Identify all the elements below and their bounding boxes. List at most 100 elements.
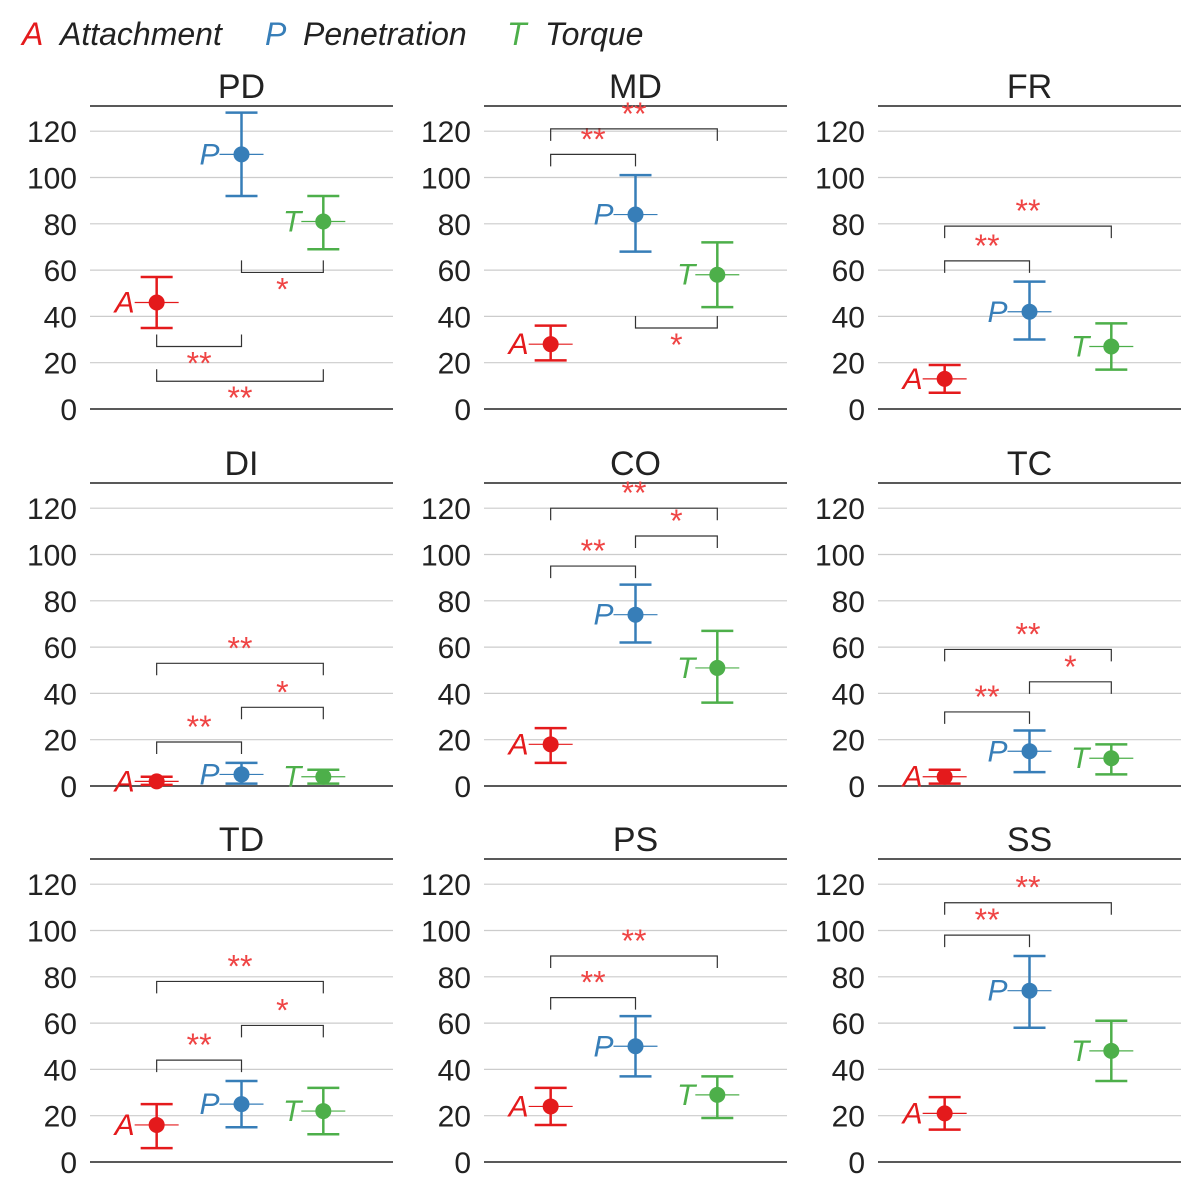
panel-ps: 0 20 40 60 80 100 120 PS ** ** A P T	[421, 821, 787, 1180]
panel-title: MD	[609, 68, 662, 106]
point-P: P	[987, 729, 1052, 774]
panels-grid: 020406080100120PD*****APT020406080100120…	[27, 68, 1181, 1180]
point-label: A	[113, 1109, 135, 1142]
y-tick-label: 80	[832, 209, 865, 242]
mean-marker	[1103, 338, 1120, 355]
point-P: P	[987, 280, 1052, 341]
bracket-line	[156, 741, 243, 755]
mean-marker	[542, 736, 559, 753]
significance-stars: **	[975, 902, 1000, 938]
significance-bracket: **	[550, 965, 637, 1010]
bracket-line	[156, 369, 324, 382]
significance-stars: **	[581, 965, 606, 1001]
y-tick-label: 100	[815, 540, 865, 573]
point-label: A	[901, 761, 923, 794]
significance-stars: **	[975, 679, 1000, 715]
y-tick-label: 60	[832, 632, 865, 665]
significance-bracket: *	[240, 260, 324, 307]
bracket-line	[944, 711, 1031, 724]
point-label: P	[199, 758, 219, 791]
y-tick-label: 20	[832, 348, 865, 381]
point-A: A	[113, 275, 179, 330]
significance-stars: **	[187, 1027, 212, 1063]
point-P: P	[593, 583, 658, 644]
y-tick-label: 40	[832, 1054, 865, 1087]
significance-stars: **	[187, 345, 212, 381]
mean-marker	[148, 1116, 165, 1133]
y-tick-label: 40	[438, 1054, 471, 1087]
y-tick-label: 40	[832, 678, 865, 711]
significance-bracket: **	[944, 870, 1112, 915]
point-A: A	[507, 1086, 573, 1127]
y-tick-label: 60	[832, 255, 865, 288]
mean-marker	[1021, 303, 1038, 320]
y-tick-label: 100	[421, 540, 471, 573]
y-tick-label: 60	[44, 255, 77, 288]
mean-marker	[542, 1098, 559, 1115]
panel-title: TD	[219, 821, 264, 859]
panel-title: PS	[613, 821, 658, 859]
legend-label: Attachment	[58, 16, 223, 52]
y-tick-label: 60	[832, 1008, 865, 1041]
y-tick-label: 20	[44, 348, 77, 381]
y-tick-label: 0	[60, 771, 77, 804]
significance-stars: **	[581, 121, 606, 157]
point-label: P	[987, 735, 1007, 768]
significance-stars: *	[670, 327, 682, 363]
bracket-line	[550, 565, 637, 579]
point-label: P	[593, 199, 613, 232]
significance-bracket: **	[156, 709, 243, 755]
significance-bracket: *	[634, 503, 718, 548]
y-tick-label: 0	[60, 1147, 77, 1180]
y-tick-label: 40	[438, 301, 471, 334]
point-T: T	[677, 241, 740, 309]
legend-item-P: P Penetration	[265, 16, 467, 52]
significance-stars: *	[670, 503, 682, 539]
bracket-line	[944, 260, 1031, 273]
y-tick-label: 60	[438, 1008, 471, 1041]
significance-bracket: **	[550, 121, 637, 167]
y-tick-label: 120	[815, 869, 865, 902]
point-label: T	[283, 761, 304, 794]
y-tick-label: 0	[848, 394, 865, 427]
significance-bracket: *	[1028, 649, 1112, 694]
mean-marker	[315, 768, 332, 785]
point-label: T	[677, 652, 698, 685]
mean-marker	[148, 773, 165, 790]
bracket-line	[634, 535, 718, 548]
bracket-line	[156, 980, 324, 994]
point-A: A	[507, 324, 573, 362]
significance-bracket: **	[550, 533, 637, 579]
point-P: P	[987, 954, 1052, 1029]
point-label: P	[987, 296, 1007, 329]
point-label: T	[1071, 1035, 1092, 1068]
y-tick-label: 120	[815, 116, 865, 149]
point-label: T	[1071, 330, 1092, 363]
bracket-line	[240, 260, 324, 274]
bracket-line	[156, 334, 243, 348]
mean-marker	[233, 1096, 250, 1113]
mean-marker	[936, 768, 953, 785]
significance-stars: **	[622, 923, 647, 959]
point-label: T	[1071, 742, 1092, 775]
y-tick-label: 0	[454, 1147, 471, 1180]
significance-bracket: *	[240, 674, 324, 720]
point-T: T	[283, 1086, 346, 1136]
y-tick-label: 100	[815, 916, 865, 949]
legend-label: Torque	[545, 16, 643, 52]
y-tick-label: 20	[832, 725, 865, 758]
significance-bracket: **	[944, 902, 1031, 948]
y-tick-label: 0	[454, 394, 471, 427]
y-tick-label: 100	[815, 163, 865, 196]
legend-symbol: T	[507, 16, 529, 52]
significance-bracket: **	[944, 193, 1112, 239]
point-T: T	[1071, 1019, 1134, 1083]
bracket-line	[550, 153, 637, 167]
bracket-line	[240, 1024, 324, 1038]
panel-title: SS	[1007, 821, 1052, 859]
mean-marker	[1021, 982, 1038, 999]
